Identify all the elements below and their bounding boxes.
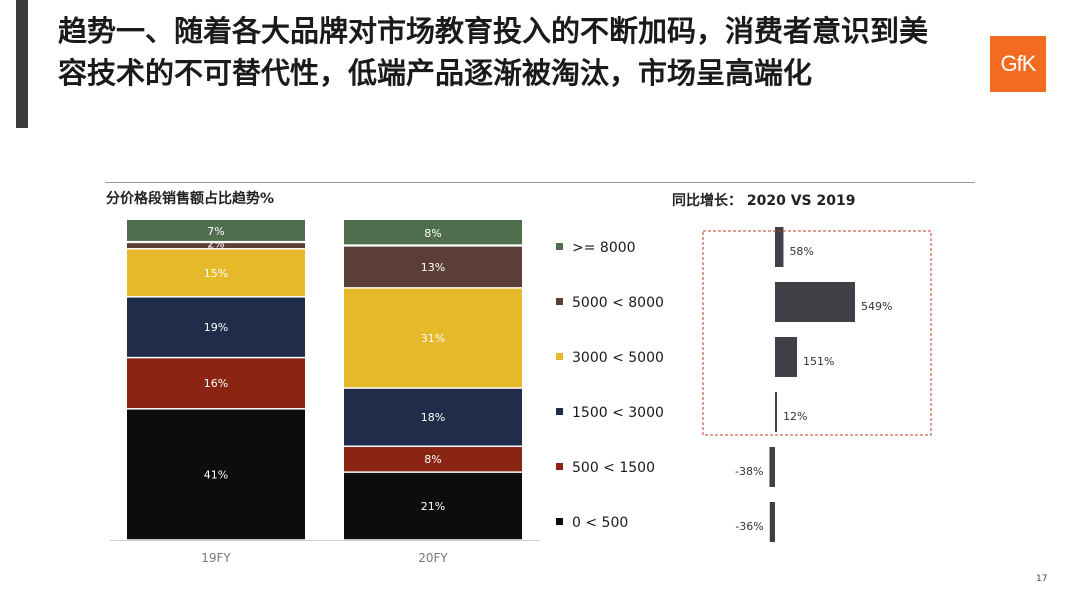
legend-swatch [556,298,563,305]
growth-chart-title: 同比增长： 2020 VS 2019 [672,193,856,209]
bar-data-label: 21% [421,500,445,513]
growth-bar [769,502,775,542]
legend-label: 500 < 1500 [572,460,655,476]
legend-label: 0 < 500 [572,515,628,531]
growth-data-label: 151% [803,355,834,368]
bar-data-label: 15% [204,267,228,280]
legend-swatch [556,518,563,525]
bar-segment [127,297,305,357]
growth-bar [775,337,798,377]
growth-data-label: 58% [789,245,813,258]
legend-label: 1500 < 3000 [572,405,664,421]
legend-label: 3000 < 5000 [572,350,664,366]
bar-data-label: 16% [204,377,228,390]
bar-segment [344,246,522,288]
growth-bar [775,282,855,322]
legend-swatch [556,463,563,470]
bar-data-label: 8% [424,227,441,240]
title-accent-bar [16,0,28,128]
bar-segment [127,409,305,540]
bar-data-label: 8% [424,453,441,466]
x-tick-label: 19FY [201,551,231,565]
bar-segment [344,388,522,446]
bar-segment [344,220,522,245]
bar-segment [127,358,305,409]
bar-data-label: 7% [207,225,224,238]
page-title: 趋势一、随着各大品牌对市场教育投入的不断加码，消费者意识到美容技术的不可替代性，… [58,14,929,90]
growth-data-label: 12% [783,410,807,423]
page-number: 17 [1036,574,1048,584]
legend-swatch [556,243,563,250]
bar-segment [344,288,522,388]
gfk-logo: GfK [990,36,1046,92]
growth-data-label: -36% [735,520,763,533]
x-tick-label: 20FY [418,551,448,565]
bar-data-label: 18% [421,411,445,424]
legend-swatch [556,408,563,415]
bar-segment [344,447,522,472]
stacked-chart-title: 分价格段销售额占比趋势% [106,191,275,207]
bar-segment [344,472,522,540]
legend-swatch [556,353,563,360]
section-divider [105,182,975,183]
bar-segment [127,249,305,297]
bar-data-label: 31% [421,332,445,345]
bar-data-label: 19% [204,321,228,334]
growth-bar [775,227,784,267]
bar-segment [127,243,305,249]
legend-label: >= 8000 [572,240,636,256]
growth-data-label: 549% [861,300,892,313]
growth-data-label: -38% [735,465,763,478]
bar-data-label: 13% [421,261,445,274]
growth-bar [775,392,777,432]
bar-data-label: 41% [204,468,228,481]
growth-bar [769,447,775,487]
bar-segment [127,220,305,241]
legend-label: 5000 < 8000 [572,295,664,311]
highlight-box [702,230,932,436]
